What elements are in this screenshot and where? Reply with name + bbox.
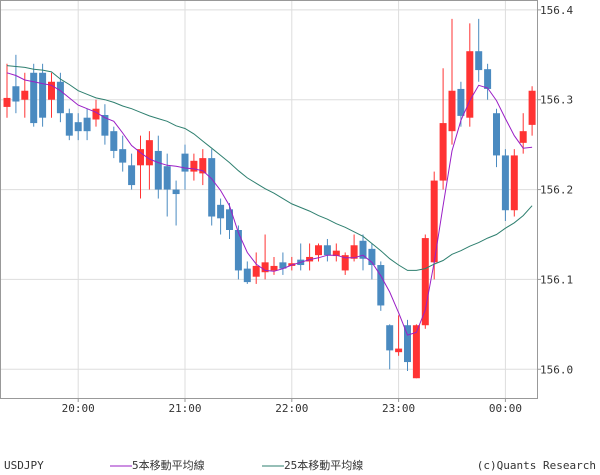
candle-body: [448, 90, 456, 132]
candle-body: [234, 229, 242, 271]
candle-body: [386, 325, 394, 351]
y-tick-label: 156.1: [540, 273, 573, 286]
plot-frame: [0, 0, 538, 399]
candle-body: [119, 149, 127, 163]
candle-body: [181, 153, 189, 172]
x-tick-label: 23:00: [382, 402, 415, 415]
candle-body: [137, 149, 144, 166]
x-tick-label: 20:00: [62, 402, 95, 415]
candle-body: [528, 90, 536, 125]
candle-body: [92, 108, 100, 120]
candle-body: [519, 131, 527, 143]
candle-body: [101, 114, 109, 136]
y-tick-label: 156.0: [540, 363, 573, 376]
ma-line: [6, 65, 533, 271]
candle-body: [199, 158, 207, 174]
candle-body: [466, 51, 474, 118]
candle-body: [493, 113, 500, 156]
candle-body: [243, 268, 251, 283]
legend-label: 5本移動平均線: [132, 458, 205, 472]
candle-body: [279, 262, 287, 269]
candle-body: [404, 325, 411, 363]
candle-body: [412, 325, 420, 379]
y-tick-label: 156.2: [540, 184, 573, 197]
candle-body: [145, 140, 153, 166]
candle-body: [484, 69, 492, 89]
candle-body: [74, 122, 82, 132]
candle-body: [395, 348, 403, 353]
candle-body: [12, 86, 20, 102]
legend-label: 25本移動平均線: [284, 458, 363, 472]
symbol: USDJPY: [4, 459, 44, 472]
candle-body: [368, 248, 376, 266]
candle-body: [39, 72, 47, 118]
candle-body: [217, 204, 225, 219]
candle-body: [457, 88, 465, 116]
candle-body: [208, 158, 216, 217]
candle-body: [30, 72, 38, 124]
candle-body: [163, 166, 171, 190]
candle-body: [190, 160, 198, 172]
candle-body: [510, 155, 518, 211]
candle-body: [421, 238, 429, 326]
candle-body: [261, 262, 269, 273]
candle-body: [323, 245, 331, 256]
candle-body: [21, 90, 29, 100]
candle-body: [350, 245, 358, 259]
x-tick-label: 00:00: [489, 402, 522, 415]
candle-body: [501, 155, 509, 211]
y-tick-label: 156.4: [540, 4, 573, 17]
candle-body: [172, 189, 180, 195]
candle-body: [110, 131, 118, 151]
x-tick-label: 22:00: [275, 402, 308, 415]
candle-body: [315, 245, 322, 256]
candle-body: [3, 97, 11, 107]
candle-body: [332, 250, 340, 257]
candle-body: [65, 113, 73, 136]
ma-line: [6, 72, 533, 336]
candle-body: [48, 81, 55, 100]
candle-body: [128, 165, 136, 186]
credit: (c)Quants Research: [477, 459, 596, 472]
candle-body: [439, 123, 447, 181]
candle-body: [377, 265, 385, 306]
candle-body: [430, 180, 438, 263]
candle-body: [475, 51, 483, 71]
candle-body: [270, 265, 278, 271]
candle-body: [252, 265, 260, 277]
candle-body: [56, 81, 64, 114]
candle-body: [226, 209, 233, 230]
candle-body: [341, 255, 349, 271]
candle-body: [154, 150, 162, 190]
y-tick-label: 156.3: [540, 94, 573, 107]
x-tick-label: 21:00: [168, 402, 201, 415]
candle-body: [83, 117, 91, 132]
candle-body: [359, 240, 367, 259]
